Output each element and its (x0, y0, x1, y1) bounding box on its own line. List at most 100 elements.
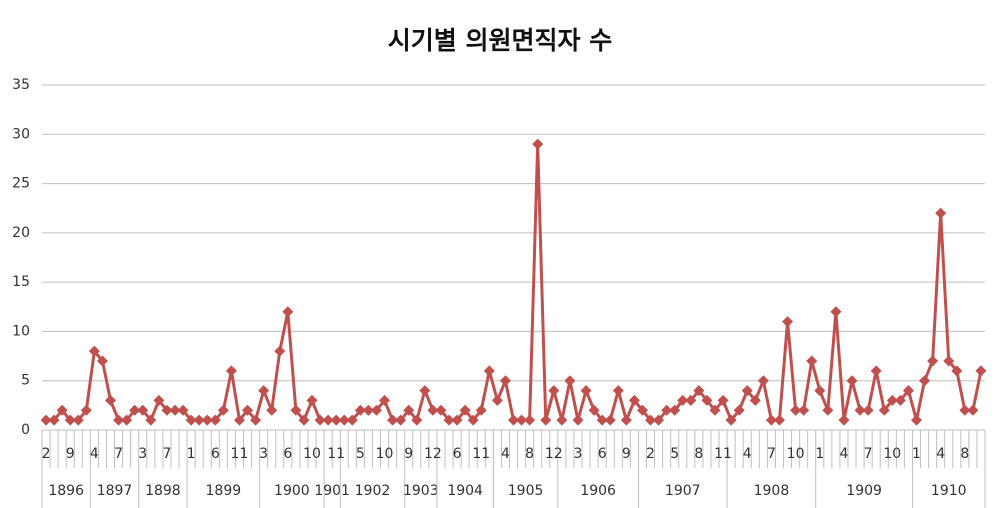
data-point (306, 394, 318, 406)
data-point (838, 414, 850, 426)
data-point (782, 316, 794, 328)
data-point (362, 404, 374, 416)
data-point (242, 404, 254, 416)
x-tick-label: 11 (327, 446, 345, 462)
data-point (201, 414, 213, 426)
data-point (725, 414, 737, 426)
x-tick-label: 9 (404, 446, 413, 462)
data-point (169, 404, 181, 416)
data-point (129, 404, 141, 416)
x-tick-label: 7 (767, 446, 776, 462)
data-point (72, 414, 84, 426)
data-point (161, 404, 173, 416)
x-group-label: 1899 (206, 483, 242, 499)
data-point (935, 207, 947, 219)
data-point (967, 404, 979, 416)
data-point (113, 414, 125, 426)
x-tick-label: 1 (187, 446, 196, 462)
data-point (878, 404, 890, 416)
x-tick-label: 6 (598, 446, 607, 462)
data-point (733, 404, 745, 416)
data-point (346, 414, 358, 426)
data-point (588, 404, 600, 416)
data-point (290, 404, 302, 416)
data-point (596, 414, 608, 426)
data-point (48, 414, 60, 426)
x-tick-label: 11 (472, 446, 490, 462)
x-tick-label: 8 (525, 446, 534, 462)
data-point (709, 404, 721, 416)
data-point (459, 404, 471, 416)
data-point (669, 404, 681, 416)
data-point (919, 375, 931, 387)
data-point (749, 394, 761, 406)
data-point (886, 394, 898, 406)
y-tick-label: 35 (12, 77, 30, 93)
data-point (250, 414, 262, 426)
data-point (790, 404, 802, 416)
x-tick-label: 7 (864, 446, 873, 462)
data-point (387, 414, 399, 426)
x-tick-label: 1 (815, 446, 824, 462)
data-point (894, 394, 906, 406)
data-point (322, 414, 334, 426)
x-tick-label: 10 (303, 446, 321, 462)
data-point (540, 414, 552, 426)
data-point (338, 414, 350, 426)
x-group-label: 1908 (754, 483, 790, 499)
data-point (798, 404, 810, 416)
data-point (902, 385, 914, 397)
data-point (532, 138, 544, 150)
x-tick-label: 3 (138, 446, 147, 462)
data-point (435, 404, 447, 416)
x-tick-label: 5 (356, 446, 365, 462)
data-point (217, 404, 229, 416)
data-point (282, 306, 294, 318)
data-point (645, 414, 657, 426)
x-group-label: 1902 (355, 483, 391, 499)
data-point (620, 414, 632, 426)
x-tick-label: 3 (574, 446, 583, 462)
y-tick-label: 25 (12, 176, 30, 192)
data-point (830, 306, 842, 318)
data-point (773, 414, 785, 426)
data-point (701, 394, 713, 406)
data-point (395, 414, 407, 426)
data-point (628, 394, 640, 406)
x-tick-label: 2 (42, 446, 51, 462)
y-tick-label: 30 (12, 126, 30, 142)
data-point (88, 345, 100, 357)
x-tick-label: 1 (912, 446, 921, 462)
x-tick-label: 4 (90, 446, 99, 462)
x-tick-label: 7 (162, 446, 171, 462)
x-tick-label: 10 (376, 446, 394, 462)
data-point (653, 414, 665, 426)
data-point (548, 385, 560, 397)
data-point (145, 414, 157, 426)
data-point (604, 414, 616, 426)
data-point (677, 394, 689, 406)
data-point (40, 414, 52, 426)
data-point (80, 404, 92, 416)
data-point (153, 394, 165, 406)
y-tick-label: 5 (21, 373, 30, 389)
data-point (370, 404, 382, 416)
data-point (854, 404, 866, 416)
x-tick-label: 4 (501, 446, 510, 462)
x-tick-label: 4 (936, 446, 945, 462)
data-point (274, 345, 286, 357)
data-point (814, 385, 826, 397)
data-point (411, 414, 423, 426)
x-tick-label: 2 (646, 446, 655, 462)
data-point (717, 394, 729, 406)
data-point (556, 414, 568, 426)
data-point (185, 414, 197, 426)
x-tick-label: 6 (453, 446, 462, 462)
data-point (806, 355, 818, 367)
data-point (427, 404, 439, 416)
x-group-label: 1901 (314, 483, 350, 499)
data-point (612, 385, 624, 397)
x-group-label: 1909 (846, 483, 882, 499)
data-point (419, 385, 431, 397)
